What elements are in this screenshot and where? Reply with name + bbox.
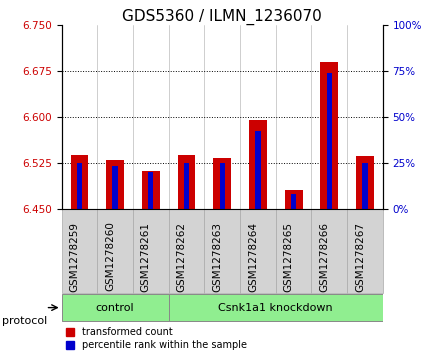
Bar bbox=[249, 120, 267, 209]
Bar bbox=[106, 160, 124, 209]
Text: GSM1278260: GSM1278260 bbox=[105, 221, 115, 291]
Text: control: control bbox=[96, 303, 135, 313]
Bar bbox=[169, 209, 204, 293]
Bar bbox=[148, 172, 154, 209]
Text: Csnk1a1 knockdown: Csnk1a1 knockdown bbox=[218, 303, 333, 313]
Text: GSM1278263: GSM1278263 bbox=[212, 221, 222, 291]
Text: GSM1278261: GSM1278261 bbox=[141, 221, 151, 291]
Bar bbox=[291, 195, 296, 209]
Bar bbox=[312, 209, 347, 293]
Bar bbox=[326, 73, 332, 209]
Bar bbox=[320, 62, 338, 209]
Text: GSM1278265: GSM1278265 bbox=[283, 221, 293, 291]
Bar bbox=[62, 209, 97, 293]
Text: GSM1278266: GSM1278266 bbox=[319, 221, 329, 291]
Bar bbox=[62, 294, 169, 321]
Text: GSM1278259: GSM1278259 bbox=[70, 221, 80, 291]
Bar bbox=[133, 209, 169, 293]
Legend: transformed count, percentile rank within the sample: transformed count, percentile rank withi… bbox=[66, 327, 247, 350]
Bar bbox=[356, 156, 374, 209]
Text: GSM1278267: GSM1278267 bbox=[355, 221, 365, 291]
Bar bbox=[255, 131, 260, 209]
Bar bbox=[184, 163, 189, 209]
Title: GDS5360 / ILMN_1236070: GDS5360 / ILMN_1236070 bbox=[122, 9, 322, 25]
Text: protocol: protocol bbox=[2, 316, 48, 326]
Bar bbox=[276, 209, 312, 293]
Bar bbox=[240, 209, 276, 293]
Bar bbox=[70, 155, 88, 209]
Bar bbox=[220, 163, 225, 209]
Bar bbox=[285, 190, 303, 209]
Bar bbox=[169, 294, 383, 321]
Text: GSM1278262: GSM1278262 bbox=[176, 221, 187, 291]
Bar bbox=[204, 209, 240, 293]
Bar bbox=[178, 155, 195, 209]
Bar bbox=[213, 158, 231, 209]
Bar bbox=[77, 163, 82, 209]
Bar bbox=[347, 209, 383, 293]
Bar bbox=[113, 166, 118, 209]
Bar bbox=[142, 171, 160, 209]
Bar bbox=[97, 209, 133, 293]
Text: GSM1278264: GSM1278264 bbox=[248, 221, 258, 291]
Bar bbox=[362, 163, 368, 209]
